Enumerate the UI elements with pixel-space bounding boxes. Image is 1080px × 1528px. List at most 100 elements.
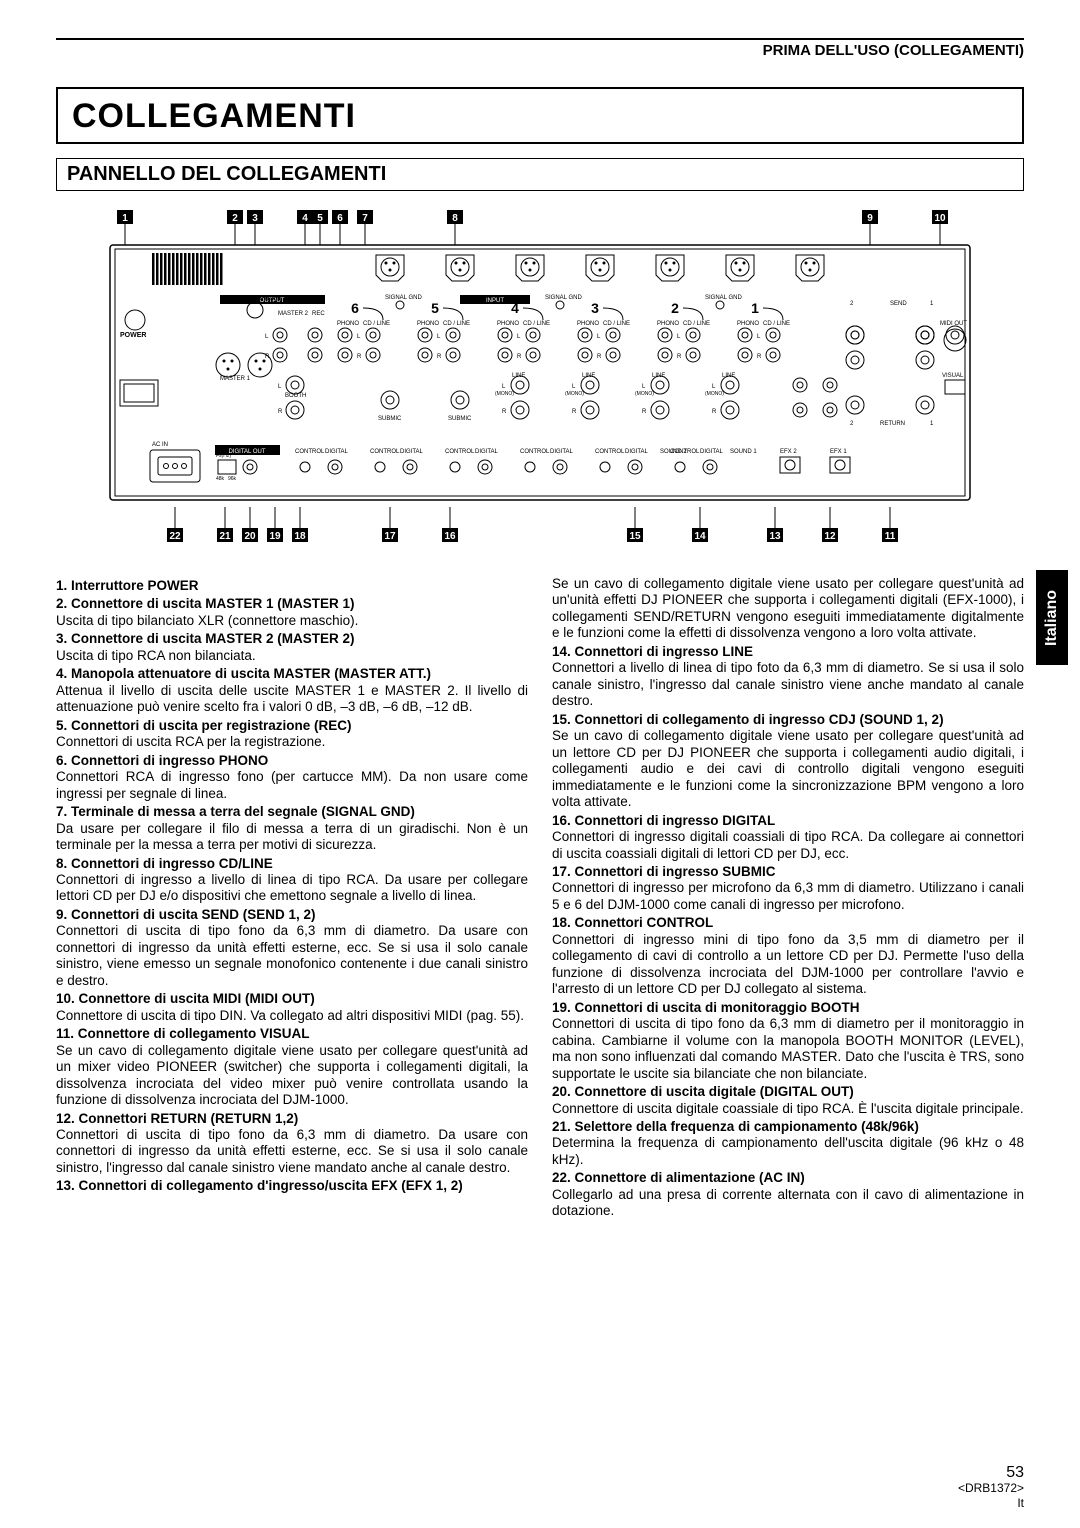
svg-text:SIGNAL GND: SIGNAL GND	[705, 295, 742, 301]
svg-text:CD / LINE: CD / LINE	[683, 321, 710, 327]
svg-text:2: 2	[232, 213, 238, 224]
svg-text:INPUT: INPUT	[486, 298, 504, 304]
item-title: 3. Connettore di uscita MASTER 2 (MASTER…	[56, 631, 528, 647]
item-title: 11. Connettore di collegamento VISUAL	[56, 1026, 528, 1042]
header-rule	[56, 38, 1024, 40]
svg-text:20: 20	[244, 531, 256, 542]
svg-text:CONTROL: CONTROL	[595, 449, 625, 455]
svg-text:L: L	[757, 334, 761, 340]
item-body: Se un cavo di collegamento digitale vien…	[552, 576, 1024, 642]
page-number: 53	[1006, 1464, 1024, 1482]
footer: <DRB1372> It	[958, 1481, 1024, 1510]
svg-text:AC IN: AC IN	[152, 442, 168, 448]
item-title: 13. Connettori di collegamento d'ingress…	[56, 1178, 528, 1194]
svg-text:6: 6	[351, 300, 359, 316]
svg-text:L: L	[572, 384, 576, 390]
svg-text:POWER: POWER	[120, 332, 146, 339]
svg-text:PHONO: PHONO	[417, 321, 439, 327]
svg-text:L: L	[597, 334, 601, 340]
svg-text:11: 11	[885, 531, 896, 542]
svg-text:7: 7	[362, 213, 368, 224]
svg-text:16: 16	[444, 531, 456, 542]
item-title: 10. Connettore di uscita MIDI (MIDI OUT)	[56, 991, 528, 1007]
item-body: Connettori di ingresso per microfono da …	[552, 880, 1024, 913]
svg-text:5: 5	[317, 213, 323, 224]
svg-text:R: R	[642, 409, 647, 415]
svg-text:CD / LINE: CD / LINE	[443, 321, 470, 327]
svg-text:2: 2	[850, 301, 854, 307]
item-title: 21. Selettore della frequenza di campion…	[552, 1119, 1024, 1135]
svg-text:CD / LINE: CD / LINE	[763, 321, 790, 327]
item-title: 20. Connettore di uscita digitale (DIGIT…	[552, 1084, 1024, 1100]
item-body: Connettori di uscita di tipo fono da 6,3…	[56, 923, 528, 989]
svg-text:DIGITAL: DIGITAL	[700, 449, 724, 455]
svg-text:R: R	[502, 409, 507, 415]
svg-text:R: R	[517, 354, 522, 360]
svg-text:SUBMIC: SUBMIC	[378, 416, 402, 422]
svg-text:1: 1	[122, 213, 128, 224]
svg-text:15: 15	[629, 531, 641, 542]
svg-text:18: 18	[294, 531, 306, 542]
svg-text:DIGITAL: DIGITAL	[325, 449, 349, 455]
svg-text:L: L	[357, 334, 361, 340]
svg-text:R: R	[278, 409, 283, 415]
svg-text:CONTROL: CONTROL	[520, 449, 550, 455]
footer-code: <DRB1372>	[958, 1481, 1024, 1495]
item-body: Attenua il livello di uscita delle uscit…	[56, 683, 528, 716]
item-body: Connettori di uscita di tipo fono da 6,3…	[56, 1127, 528, 1176]
svg-text:CONTROL: CONTROL	[445, 449, 475, 455]
svg-text:17: 17	[384, 531, 396, 542]
svg-text:PHONO: PHONO	[337, 321, 359, 327]
item-title: 7. Terminale di messa a terra del segnal…	[56, 804, 528, 820]
svg-text:L: L	[642, 384, 646, 390]
main-title: COLLEGAMENTI	[72, 97, 1008, 136]
svg-text:DIGITAL: DIGITAL	[550, 449, 574, 455]
svg-text:4: 4	[302, 213, 308, 224]
svg-text:R: R	[357, 354, 362, 360]
svg-text:1: 1	[930, 301, 934, 307]
svg-text:PHONO: PHONO	[737, 321, 759, 327]
svg-text:6: 6	[337, 213, 343, 224]
svg-text:5: 5	[431, 300, 439, 316]
svg-text:SOUND 2: SOUND 2	[660, 449, 687, 455]
svg-text:PHONO: PHONO	[577, 321, 599, 327]
svg-text:10: 10	[934, 213, 946, 224]
item-title: 8. Connettori di ingresso CD/LINE	[56, 856, 528, 872]
svg-text:(MONO): (MONO)	[635, 391, 654, 397]
svg-text:96k: 96k	[228, 476, 237, 482]
item-body: Determina la frequenza di campionamento …	[552, 1135, 1024, 1168]
item-body: Connettori di uscita RCA per la registra…	[56, 734, 528, 750]
svg-text:14: 14	[694, 531, 706, 542]
footer-lang: It	[958, 1496, 1024, 1510]
item-title: 17. Connettori di ingresso SUBMIC	[552, 864, 1024, 880]
item-body: Connettore di uscita di tipo DIN. Va col…	[56, 1008, 528, 1024]
svg-text:L: L	[677, 334, 681, 340]
svg-text:DIGITAL OUT: DIGITAL OUT	[228, 449, 265, 455]
svg-text:MASTER 2: MASTER 2	[278, 311, 309, 317]
svg-text:8: 8	[452, 213, 458, 224]
svg-text:L: L	[517, 334, 521, 340]
item-body: Connettori di uscita di tipo fono da 6,3…	[552, 1016, 1024, 1082]
svg-text:9: 9	[867, 213, 873, 224]
svg-text:DIGITAL: DIGITAL	[475, 449, 499, 455]
item-body: Da usare per collegare il filo di messa …	[56, 821, 528, 854]
svg-text:19: 19	[269, 531, 281, 542]
svg-text:22: 22	[169, 531, 181, 542]
item-body: Connettore di uscita digitale coassiale …	[552, 1101, 1024, 1117]
left-column: 1. Interruttore POWER2. Connettore di us…	[56, 576, 528, 1220]
svg-text:SUBMIC: SUBMIC	[448, 416, 472, 422]
svg-text:SIGNAL GND: SIGNAL GND	[385, 295, 422, 301]
svg-text:SOUND 1: SOUND 1	[730, 449, 757, 455]
svg-text:2: 2	[671, 300, 679, 316]
svg-text:LINE: LINE	[652, 373, 665, 379]
svg-text:L: L	[712, 384, 716, 390]
svg-text:(MONO): (MONO)	[705, 391, 724, 397]
item-body: Connettori di ingresso mini di tipo fono…	[552, 932, 1024, 998]
svg-text:48k: 48k	[216, 476, 225, 482]
svg-text:L: L	[437, 334, 441, 340]
svg-text:LINE: LINE	[722, 373, 735, 379]
svg-text:13: 13	[769, 531, 781, 542]
item-body: Se un cavo di collegamento digitale vien…	[552, 728, 1024, 810]
svg-text:LINE: LINE	[582, 373, 595, 379]
item-title: 4. Manopola attenuatore di uscita MASTER…	[56, 666, 528, 682]
